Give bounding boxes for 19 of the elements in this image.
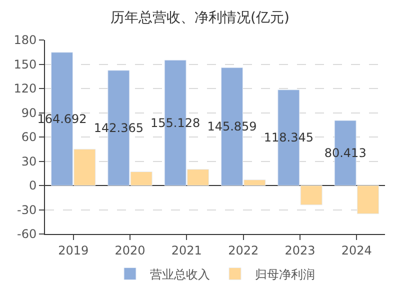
y-tick-label: 150 xyxy=(14,57,37,72)
x-tick-label: 2021 xyxy=(171,243,202,258)
x-tick-label: 2022 xyxy=(228,243,259,258)
y-tick-label: -30 xyxy=(16,202,37,217)
y-tick-label: 60 xyxy=(21,130,37,144)
y-tick-label: -60 xyxy=(16,227,37,242)
x-tick-label: 2024 xyxy=(341,243,372,258)
x-tick-label: 2023 xyxy=(284,243,316,258)
y-tick-label: 120 xyxy=(14,82,37,96)
x-tick-label: 2020 xyxy=(114,243,146,258)
x-tick-label: 2019 xyxy=(58,243,89,258)
y-tick-label: 180 xyxy=(14,33,37,48)
data-label: 118.345 xyxy=(264,130,314,145)
y-tick-label: 30 xyxy=(21,154,37,168)
chart-title: 历年总营收、净利情况(亿元) xyxy=(110,10,290,26)
legend-label: 归母净利润 xyxy=(255,267,315,282)
y-tick-label: 0 xyxy=(28,178,37,193)
legend-label: 营业总收入 xyxy=(150,267,210,282)
y-tick-label: 90 xyxy=(21,106,37,120)
